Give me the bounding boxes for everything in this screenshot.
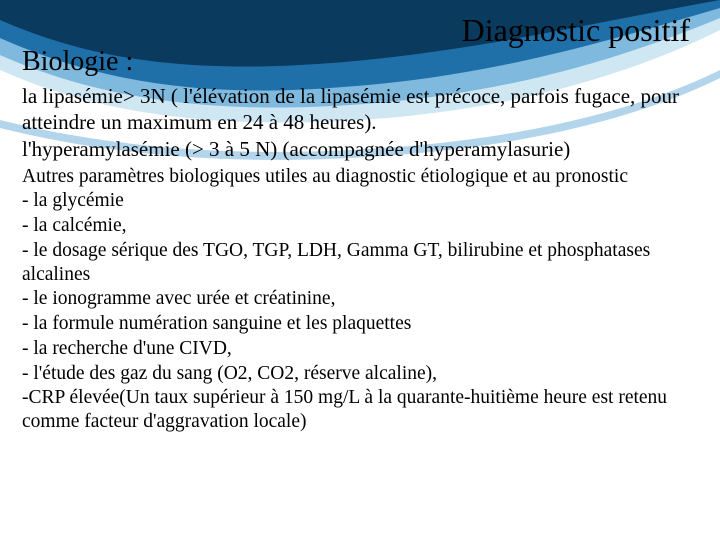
list-item: - l'étude des gaz du sang (O2, CO2, rése… (22, 362, 698, 386)
slide: Diagnostic positif Biologie : la lipasém… (0, 0, 720, 540)
list-item: - le dosage sérique des TGO, TGP, LDH, G… (22, 239, 698, 287)
paragraph-autres-parametres: Autres paramètres biologiques utiles au … (22, 165, 698, 188)
list-item: - la glycémie (22, 189, 698, 213)
paragraph-lipasemie: la lipasémie> 3N ( l'élévation de la lip… (22, 84, 698, 135)
list-item: - la formule numération sanguine et les … (22, 312, 698, 336)
paragraph-hyperamylasemie: l'hyperamylasémie (> 3 à 5 N) (accompagn… (22, 137, 698, 163)
parameter-list: - la glycémie - la calcémie, - le dosage… (22, 189, 698, 434)
list-item: -CRP élevée(Un taux supérieur à 150 mg/L… (22, 386, 698, 434)
list-item: - le ionogramme avec urée et créatinine, (22, 287, 698, 311)
slide-title: Diagnostic positif (462, 12, 690, 49)
list-item: - la recherche d'une CIVD, (22, 337, 698, 361)
section-subtitle: Biologie : (22, 46, 698, 78)
content-area: Diagnostic positif Biologie : la lipasém… (0, 0, 720, 444)
list-item: - la calcémie, (22, 214, 698, 238)
